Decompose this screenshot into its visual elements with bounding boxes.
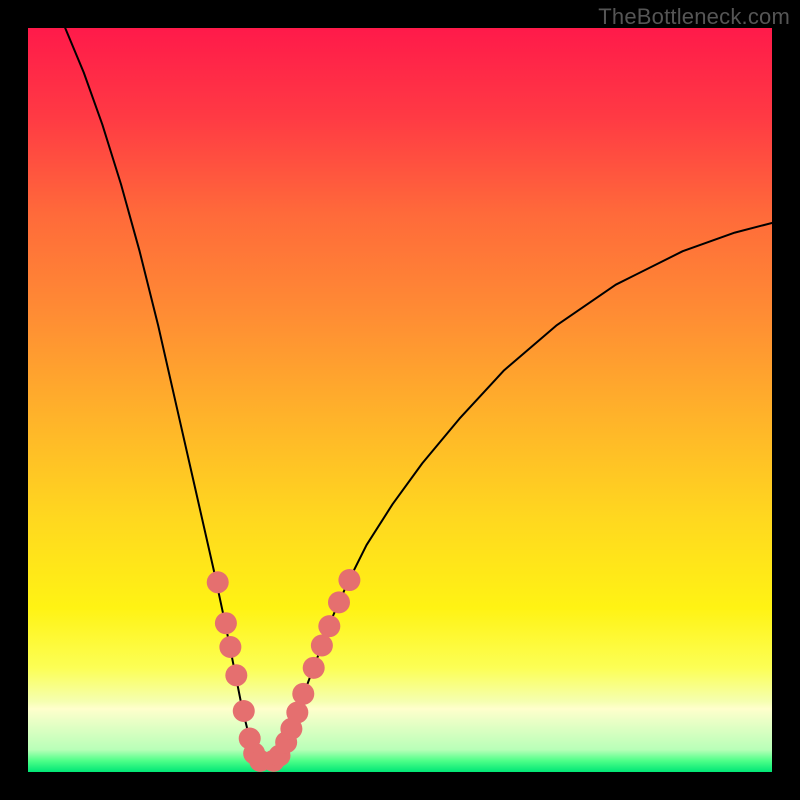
chart-overlay — [28, 28, 772, 772]
watermark-text: TheBottleneck.com — [598, 4, 790, 30]
curve-dot — [215, 612, 237, 634]
curve-dot — [233, 700, 255, 722]
curve-dot — [328, 591, 350, 613]
curve-dot — [286, 701, 308, 723]
chart-frame: TheBottleneck.com — [0, 0, 800, 800]
curve-dot — [303, 657, 325, 679]
plot-area — [28, 28, 772, 772]
curve-dot — [207, 571, 229, 593]
curve-dot — [292, 683, 314, 705]
curve-dot — [311, 635, 333, 657]
curve-dots — [207, 569, 361, 772]
curve-dot — [219, 636, 241, 658]
curve-dot — [225, 664, 247, 686]
curve-dot — [338, 569, 360, 591]
bottleneck-curve — [65, 28, 772, 761]
curve-dot — [318, 615, 340, 637]
